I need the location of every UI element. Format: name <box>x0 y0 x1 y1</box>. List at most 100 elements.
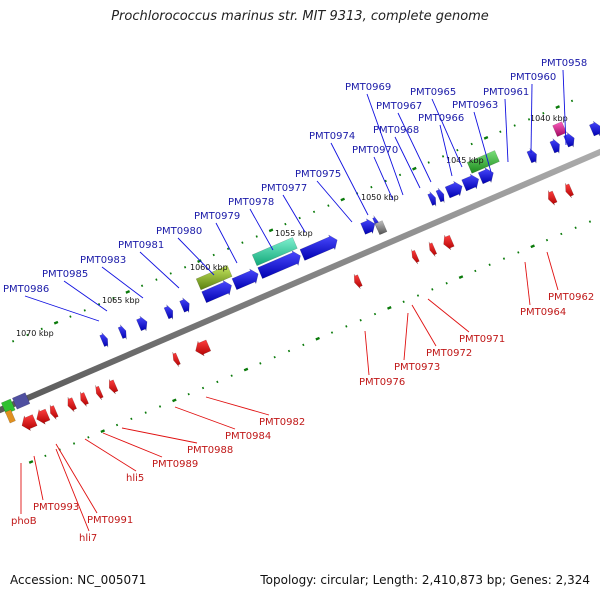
reverse-gene[interactable] <box>49 404 59 420</box>
edge-feature-purple[interactable] <box>12 392 31 410</box>
forward-gene-label[interactable]: PMT0960 <box>510 72 556 83</box>
reverse-gene[interactable] <box>565 183 575 199</box>
forward-gene-label[interactable]: PMT0977 <box>261 183 307 194</box>
forward-gene[interactable] <box>549 138 560 154</box>
scale-tick-lower <box>158 405 162 408</box>
reverse-gene-label[interactable]: PMT0973 <box>394 362 440 373</box>
forward-gene[interactable] <box>257 250 301 279</box>
scale-tick-lower <box>588 220 592 223</box>
reverse-gene-label[interactable]: PMT0971 <box>459 334 505 345</box>
reverse-gene[interactable] <box>21 414 38 432</box>
forward-gene-label[interactable]: PMT0967 <box>376 101 422 112</box>
reverse-gene[interactable] <box>80 391 89 407</box>
reverse-gene-label[interactable]: PMT0976 <box>359 377 405 388</box>
forward-gene-label[interactable]: PMT0970 <box>352 145 398 156</box>
forward-gene[interactable] <box>589 120 600 137</box>
rna-feature-olive[interactable] <box>195 265 233 291</box>
scale-label-kbp: 1055 kbp <box>275 229 313 238</box>
scale-tick-lower <box>115 423 119 427</box>
forward-gene[interactable] <box>360 218 376 235</box>
forward-gene[interactable] <box>526 148 537 164</box>
reverse-gene-label[interactable]: hli7 <box>79 533 97 544</box>
forward-gene[interactable] <box>231 268 259 291</box>
forward-gene-label[interactable]: PMT0985 <box>42 269 88 280</box>
scale-label-kbp: 1060 kbp <box>190 263 228 272</box>
forward-gene[interactable] <box>99 332 109 348</box>
forward-gene-label[interactable]: PMT0974 <box>309 131 355 142</box>
reverse-gene-label[interactable]: PMT0989 <box>152 459 198 470</box>
forward-gene-leader-line <box>473 111 492 173</box>
forward-gene-label[interactable]: PMT0966 <box>418 113 464 124</box>
reverse-gene-label[interactable]: PMT0988 <box>187 445 233 456</box>
forward-gene-leader-line <box>562 69 567 146</box>
reverse-gene-leader-line <box>403 312 409 361</box>
reverse-gene[interactable] <box>548 190 558 206</box>
reverse-gene-label[interactable]: PMT0982 <box>259 417 305 428</box>
scale-label-kbp: 1045 kbp <box>446 156 484 165</box>
scale-tick-upper <box>40 327 43 331</box>
reverse-gene-label[interactable]: PMT0962 <box>548 292 594 303</box>
forward-gene-label[interactable]: PMT0963 <box>452 100 498 111</box>
reverse-gene[interactable] <box>36 408 51 425</box>
reverse-gene[interactable] <box>95 385 104 401</box>
reverse-gene[interactable] <box>428 241 438 257</box>
forward-gene[interactable] <box>117 324 127 340</box>
reverse-gene-label[interactable]: PMT0993 <box>33 502 79 513</box>
forward-gene[interactable] <box>299 234 338 261</box>
scale-tick-upper <box>169 272 172 275</box>
forward-gene-label[interactable]: PMT0958 <box>541 58 587 69</box>
forward-gene[interactable] <box>163 304 174 320</box>
forward-gene[interactable] <box>201 279 232 304</box>
edge-feature-orange[interactable] <box>4 409 16 424</box>
reverse-gene[interactable] <box>411 249 420 265</box>
reverse-gene-label[interactable]: PMT0991 <box>87 515 133 526</box>
forward-gene[interactable] <box>461 173 480 192</box>
reverse-gene[interactable] <box>108 379 119 395</box>
reverse-gene[interactable] <box>195 339 212 357</box>
reverse-gene-label[interactable]: PMT0972 <box>426 348 472 359</box>
forward-gene-label[interactable]: PMT0965 <box>410 87 456 98</box>
edge-feature-green[interactable] <box>0 398 16 415</box>
reverse-gene[interactable] <box>353 273 363 289</box>
reverse-gene-leader-line <box>364 330 370 376</box>
gray-feature[interactable] <box>374 220 388 236</box>
scale-label-kbp: 1040 kbp <box>530 114 568 123</box>
forward-gene-label[interactable]: PMT0979 <box>194 211 240 222</box>
rna-feature-green[interactable] <box>466 150 500 174</box>
forward-gene-label[interactable]: PMT0969 <box>345 82 391 93</box>
scale-tick-lower <box>474 269 477 273</box>
forward-gene[interactable] <box>563 131 575 149</box>
forward-gene-label[interactable]: PMT0968 <box>373 125 419 136</box>
forward-gene-leader-line <box>439 124 453 177</box>
scale-tick-lower <box>488 263 491 266</box>
scale-tick-upper <box>197 259 202 264</box>
forward-gene-label[interactable]: PMT0978 <box>228 197 274 208</box>
forward-gene[interactable] <box>477 167 494 185</box>
reverse-gene[interactable] <box>172 351 181 367</box>
reverse-gene[interactable] <box>67 397 78 412</box>
forward-gene-label[interactable]: PMT0986 <box>3 284 49 295</box>
reverse-gene-label[interactable]: hli5 <box>126 473 144 484</box>
reverse-gene-label[interactable]: phoB <box>11 516 37 527</box>
forward-gene-label[interactable]: PMT0981 <box>118 240 164 251</box>
forward-gene-label[interactable]: PMT0975 <box>295 169 341 180</box>
reverse-gene-label[interactable]: PMT0984 <box>225 431 271 442</box>
reverse-gene-label[interactable]: PMT0964 <box>520 307 566 318</box>
scale-tick-lower <box>100 429 106 434</box>
reverse-gene[interactable] <box>443 234 455 251</box>
scale-tick-lower <box>402 300 405 303</box>
forward-gene-label[interactable]: PMT0983 <box>80 255 126 266</box>
forward-gene[interactable] <box>136 315 148 332</box>
forward-gene-label[interactable]: PMT0961 <box>483 87 529 98</box>
rna-feature-pink[interactable] <box>552 121 567 137</box>
forward-gene[interactable] <box>179 297 190 313</box>
forward-gene[interactable] <box>427 191 437 207</box>
rna-feature-teal[interactable] <box>251 237 298 267</box>
forward-gene-label[interactable]: PMT0980 <box>156 226 202 237</box>
forward-gene[interactable] <box>444 180 463 199</box>
forward-gene-leader-line <box>249 208 274 251</box>
reverse-gene-leader-line <box>55 443 98 514</box>
scale-tick-lower <box>302 343 305 347</box>
forward-gene[interactable] <box>435 187 445 203</box>
